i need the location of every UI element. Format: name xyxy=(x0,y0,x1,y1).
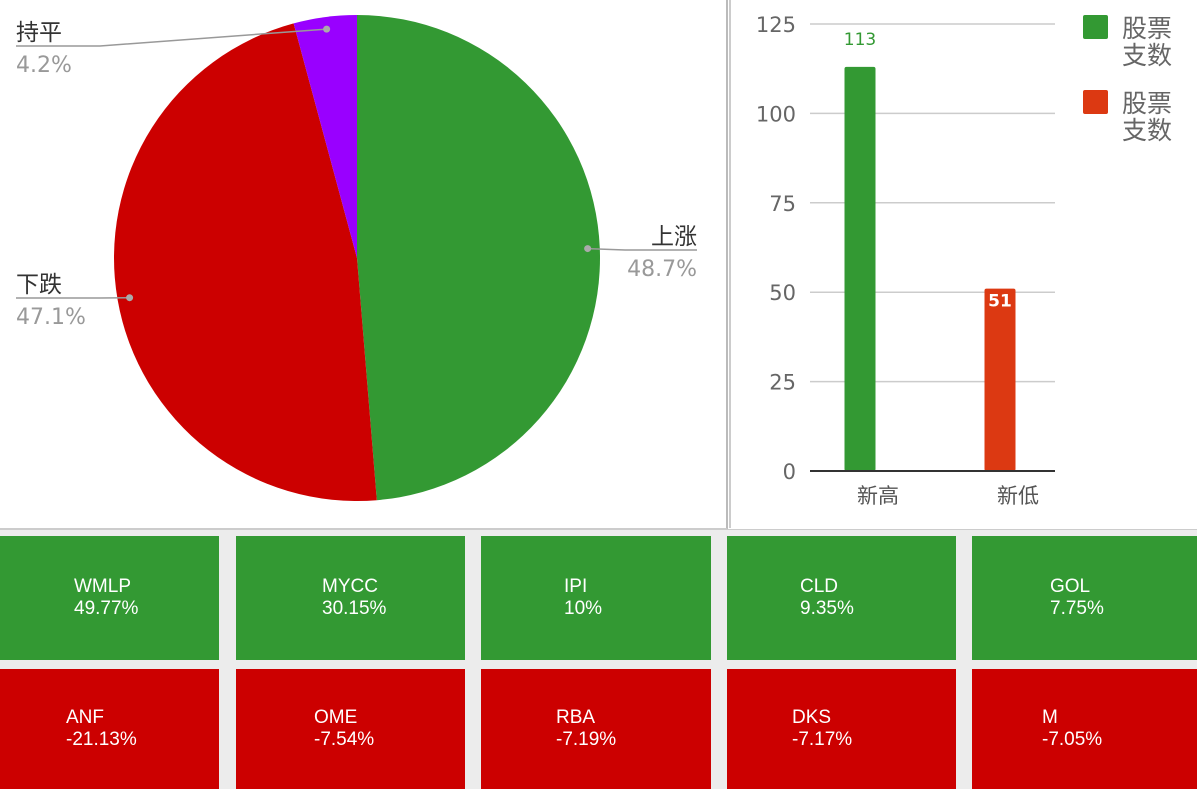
stock-symbol: WMLP xyxy=(74,576,219,598)
stock-change: 49.77% xyxy=(74,598,219,620)
bar-data-label: 51 xyxy=(988,292,1012,312)
stock-symbol: GOL xyxy=(1050,576,1197,598)
pie-leader-dot xyxy=(323,26,330,33)
stock-change: -7.19% xyxy=(556,729,711,751)
stock-change: -7.54% xyxy=(314,729,465,751)
stock-symbol: ANF xyxy=(66,707,219,729)
bar-新高 xyxy=(845,67,876,471)
pie-slice-percent: 47.1% xyxy=(16,305,86,330)
pie-chart-panel: 上涨 48.7% 下跌 47.1% 持平 4.2% xyxy=(0,0,728,529)
bar-新低 xyxy=(985,289,1016,471)
stock-tile-ome[interactable]: OME-7.54% xyxy=(236,669,465,789)
stock-change: 10% xyxy=(564,598,711,620)
x-tick-label: 新低 xyxy=(997,484,1039,508)
y-tick-label: 50 xyxy=(769,281,796,305)
legend-swatch xyxy=(1083,15,1108,39)
pie-slice-label: 上涨 xyxy=(651,224,697,250)
y-tick-label: 75 xyxy=(769,192,796,216)
stock-tile-anf[interactable]: ANF-21.13% xyxy=(0,669,219,789)
legend-label: 股票 xyxy=(1122,14,1172,43)
stock-change: 30.15% xyxy=(322,598,465,620)
stock-change: -7.05% xyxy=(1042,729,1197,751)
stock-change: 7.75% xyxy=(1050,598,1197,620)
stock-symbol: DKS xyxy=(792,707,956,729)
stock-symbol: RBA xyxy=(556,707,711,729)
pie-slice-label: 下跌 xyxy=(16,272,62,298)
pie-leader-dot xyxy=(126,294,133,301)
stock-symbol: CLD xyxy=(800,576,956,598)
pie-slice-1 xyxy=(357,15,600,500)
legend-label: 支数 xyxy=(1122,41,1172,70)
pie-slice-label: 持平 xyxy=(16,20,62,46)
y-tick-label: 125 xyxy=(756,13,796,37)
stock-tile-rba[interactable]: RBA-7.19% xyxy=(481,669,711,789)
pie-leader-dot xyxy=(584,245,591,252)
pie-chart: 上涨 48.7% 下跌 47.1% 持平 4.2% xyxy=(0,0,726,528)
y-tick-label: 100 xyxy=(756,102,796,126)
stock-change: 9.35% xyxy=(800,598,956,620)
stock-tile-m[interactable]: M-7.05% xyxy=(972,669,1197,789)
legend-swatch xyxy=(1083,90,1108,114)
y-tick-label: 0 xyxy=(783,460,796,484)
stock-symbol: M xyxy=(1042,707,1197,729)
stock-tile-dks[interactable]: DKS-7.17% xyxy=(727,669,956,789)
legend-label: 支数 xyxy=(1122,116,1172,145)
legend-label: 股票 xyxy=(1122,89,1172,118)
pie-slice-percent: 4.2% xyxy=(16,53,72,78)
y-tick-label: 25 xyxy=(769,371,796,395)
stock-symbol: OME xyxy=(314,707,465,729)
x-tick-label: 新高 xyxy=(857,484,899,508)
stock-change: -21.13% xyxy=(66,729,219,751)
stock-symbol: MYCC xyxy=(322,576,465,598)
bar-data-label: 113 xyxy=(844,30,876,50)
stock-symbol: IPI xyxy=(564,576,711,598)
pie-slice-percent: 48.7% xyxy=(627,257,697,282)
stock-change: -7.17% xyxy=(792,729,956,751)
